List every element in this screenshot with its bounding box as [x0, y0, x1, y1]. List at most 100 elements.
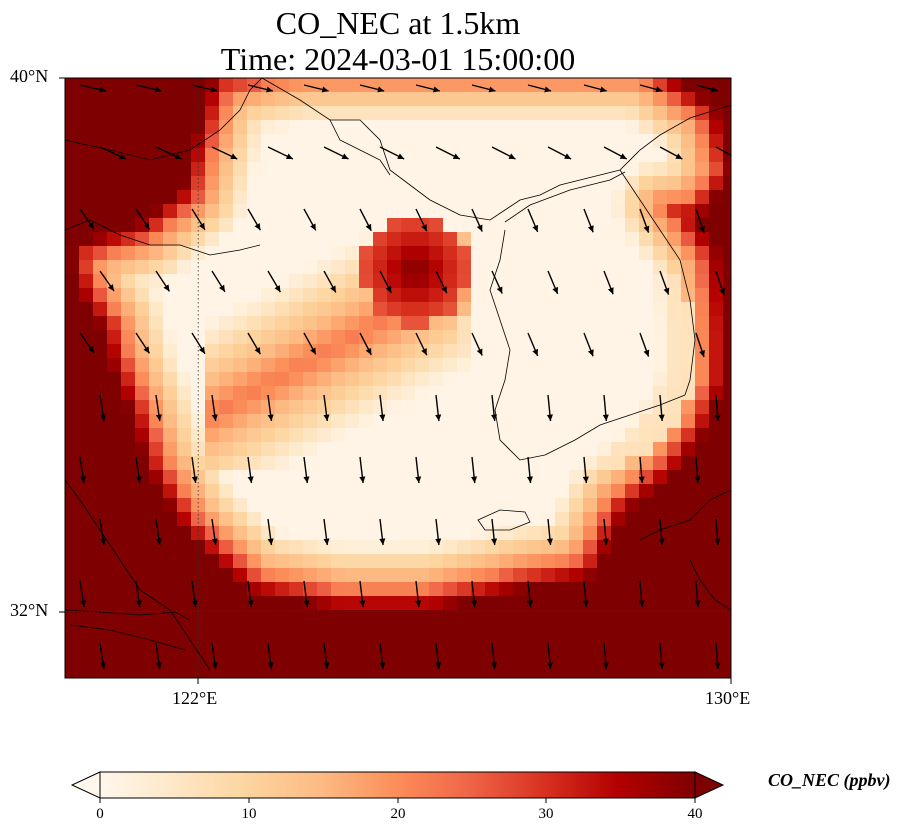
- colorbar-label: CO_NEC (ppbv): [768, 770, 891, 790]
- colorbar-tick-label: 20: [390, 806, 406, 822]
- wind-arrow: [435, 642, 442, 670]
- wind-arrow: [638, 580, 645, 608]
- wind-arrow: [547, 146, 572, 160]
- wind-arrow: [435, 146, 461, 160]
- wind-arrow: [155, 518, 162, 546]
- wind-arrow: [602, 642, 609, 670]
- wind-arrow: [583, 332, 594, 357]
- wind-arrow: [415, 208, 428, 232]
- wind-arrow: [435, 394, 442, 422]
- wind-arrow: [658, 518, 665, 546]
- wind-arrow: [323, 146, 349, 160]
- wind-arrow: [415, 580, 422, 608]
- wind-arrow: [491, 146, 516, 160]
- wind-arrow: [714, 394, 721, 422]
- wind-arrow: [267, 394, 274, 422]
- wind-arrow: [379, 642, 386, 670]
- wind-arrow: [715, 270, 725, 296]
- wind-arrow: [638, 456, 645, 484]
- wind-arrow: [491, 642, 498, 670]
- wind-arrow: [546, 642, 553, 670]
- wind-arrow: [135, 580, 142, 608]
- wind-arrow: [211, 642, 218, 670]
- wind-arrow: [415, 84, 440, 93]
- wind-arrow: [471, 456, 478, 484]
- wind-arrow: [359, 332, 372, 356]
- wind-arrow: [267, 146, 294, 160]
- wind-arrow: [379, 394, 386, 422]
- wind-vectors: [79, 84, 731, 670]
- wind-arrow: [99, 146, 127, 160]
- wind-arrow: [582, 456, 589, 484]
- wind-arrow: [471, 580, 478, 608]
- wind-arrow: [135, 208, 151, 230]
- wind-arrow: [191, 580, 198, 608]
- map-subtitle: Time: 2024-03-01 15:00:00: [220, 41, 576, 77]
- wind-arrow: [267, 270, 281, 293]
- wind-arrow: [694, 456, 701, 484]
- wind-arrow: [211, 146, 238, 160]
- wind-arrow: [267, 518, 274, 546]
- wind-arrow: [659, 146, 683, 160]
- wind-arrow: [471, 208, 483, 232]
- lon-tick-label-130e: 130°E: [705, 688, 751, 708]
- wind-arrow: [603, 270, 614, 295]
- wind-arrow: [79, 84, 107, 93]
- wind-arrow: [547, 270, 559, 295]
- wind-arrow: [359, 208, 372, 232]
- wind-arrow: [191, 456, 198, 484]
- wind-arrow: [582, 580, 589, 608]
- colorbar-tick-label: 40: [687, 806, 703, 822]
- wind-arrow: [191, 332, 206, 355]
- coastlines: [65, 78, 731, 671]
- concentration-field: [65, 78, 731, 678]
- wind-arrow: [715, 146, 731, 156]
- wind-arrow: [303, 208, 317, 231]
- wind-arrow: [527, 84, 552, 93]
- wind-arrow: [379, 270, 392, 294]
- wind-arrow: [602, 394, 609, 422]
- wind-arrow: [247, 84, 274, 93]
- wind-arrow: [659, 270, 670, 295]
- wind-arrow: [323, 394, 330, 422]
- wind-arrow: [303, 580, 310, 608]
- wind-arrow: [527, 332, 539, 357]
- wind-arrow: [359, 456, 366, 484]
- wind-arrow: [323, 518, 330, 546]
- colorbar: [70, 771, 725, 803]
- wind-arrow: [155, 394, 162, 422]
- wind-arrow: [303, 332, 317, 355]
- map-frame: [64, 77, 732, 679]
- wind-arrow: [247, 208, 261, 231]
- wind-arrow: [435, 270, 448, 294]
- wind-arrow: [415, 332, 428, 356]
- wind-arrow: [695, 84, 719, 93]
- wind-arrow: [379, 146, 405, 160]
- wind-arrow: [155, 270, 171, 292]
- wind-arrow: [714, 518, 721, 546]
- wind-arrow: [155, 642, 162, 670]
- lat-tick-label-32n: 32°N: [10, 600, 49, 620]
- wind-arrow: [247, 580, 254, 608]
- wind-arrow: [491, 270, 503, 294]
- colorbar-tick-label: 0: [96, 806, 104, 822]
- wind-arrow: [583, 84, 607, 93]
- wind-arrow: [471, 84, 496, 93]
- wind-arrow: [323, 642, 330, 670]
- wind-arrow: [99, 642, 107, 670]
- lon-tick-label-122e: 122°E: [172, 688, 218, 708]
- wind-arrow: [135, 84, 162, 93]
- wind-arrow: [155, 146, 182, 160]
- wind-arrow: [526, 456, 533, 484]
- wind-arrow: [79, 580, 87, 608]
- wind-arrow: [99, 270, 115, 292]
- wind-arrow: [211, 394, 218, 422]
- wind-arrow: [191, 208, 206, 231]
- map-title: CO_NEC at 1.5km: [275, 5, 521, 41]
- wind-arrow: [303, 456, 310, 484]
- wind-arrow: [379, 518, 386, 546]
- wind-arrow: [583, 208, 594, 233]
- wind-arrow: [79, 456, 87, 484]
- wind-arrow: [527, 208, 539, 233]
